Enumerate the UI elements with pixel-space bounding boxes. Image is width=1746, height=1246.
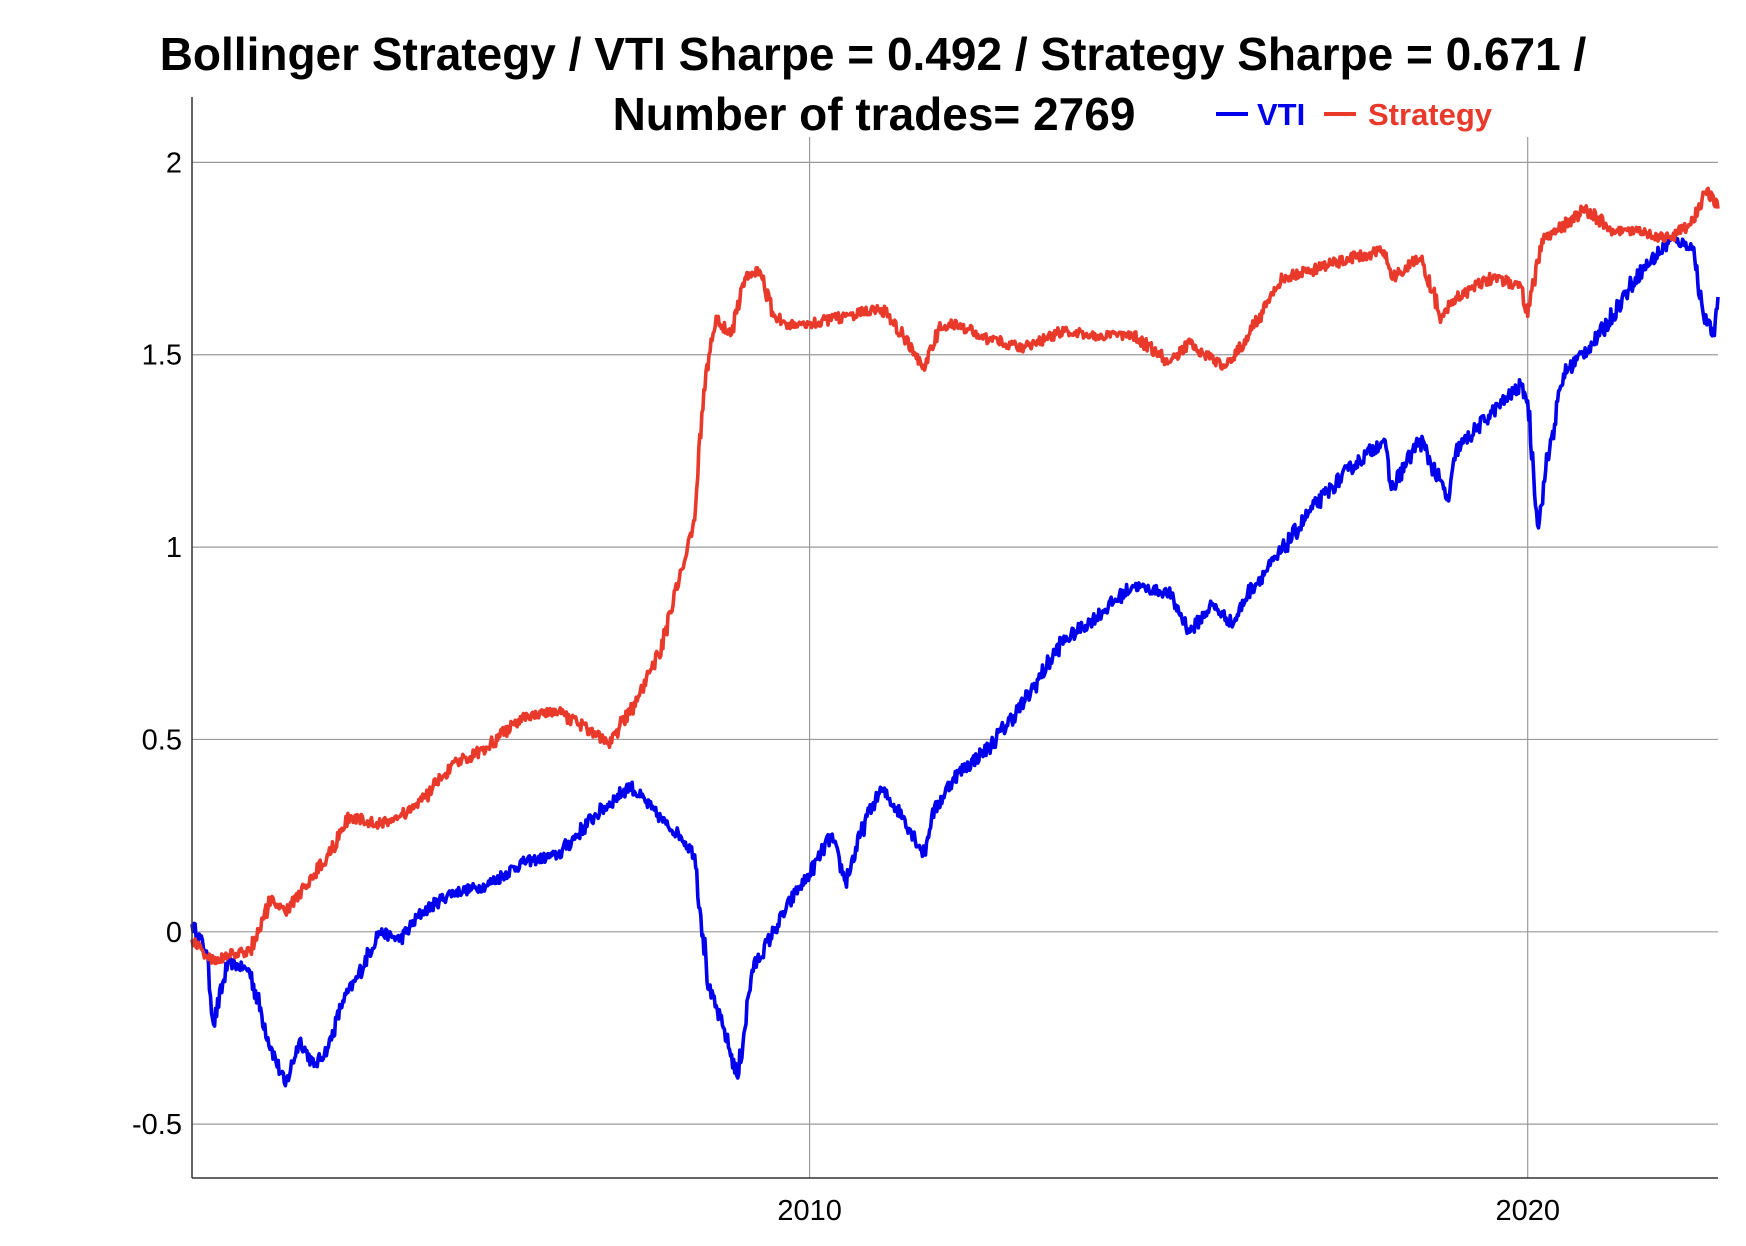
series-line-vti [190, 235, 1720, 1088]
legend-label-strategy: Strategy [1368, 97, 1493, 132]
y-tick-label: 0.5 [142, 724, 182, 756]
y-tick-label: 0 [166, 917, 182, 949]
y-tick-label: 2 [166, 147, 182, 179]
series-line-strategy [190, 186, 1720, 966]
chart-title-line2: Number of trades= 2769 [613, 88, 1136, 140]
chart-title-line1: Bollinger Strategy / VTI Sharpe = 0.492 … [160, 28, 1587, 80]
legend-label-vti: VTI [1257, 97, 1305, 132]
series-lines [190, 186, 1720, 1088]
y-tick-label: 1.5 [142, 340, 182, 372]
y-tick-label: -0.5 [132, 1109, 182, 1141]
x-tick-label: 2020 [1495, 1195, 1560, 1227]
y-tick-label: 1 [166, 532, 182, 564]
chart-legend: VTI Strategy [1216, 97, 1493, 132]
grid [192, 137, 1718, 1178]
axis-ticks: -0.5 0 0.5 1 1.5 2 2010 2020 [132, 147, 1560, 1227]
x-tick-label: 2010 [777, 1195, 842, 1227]
